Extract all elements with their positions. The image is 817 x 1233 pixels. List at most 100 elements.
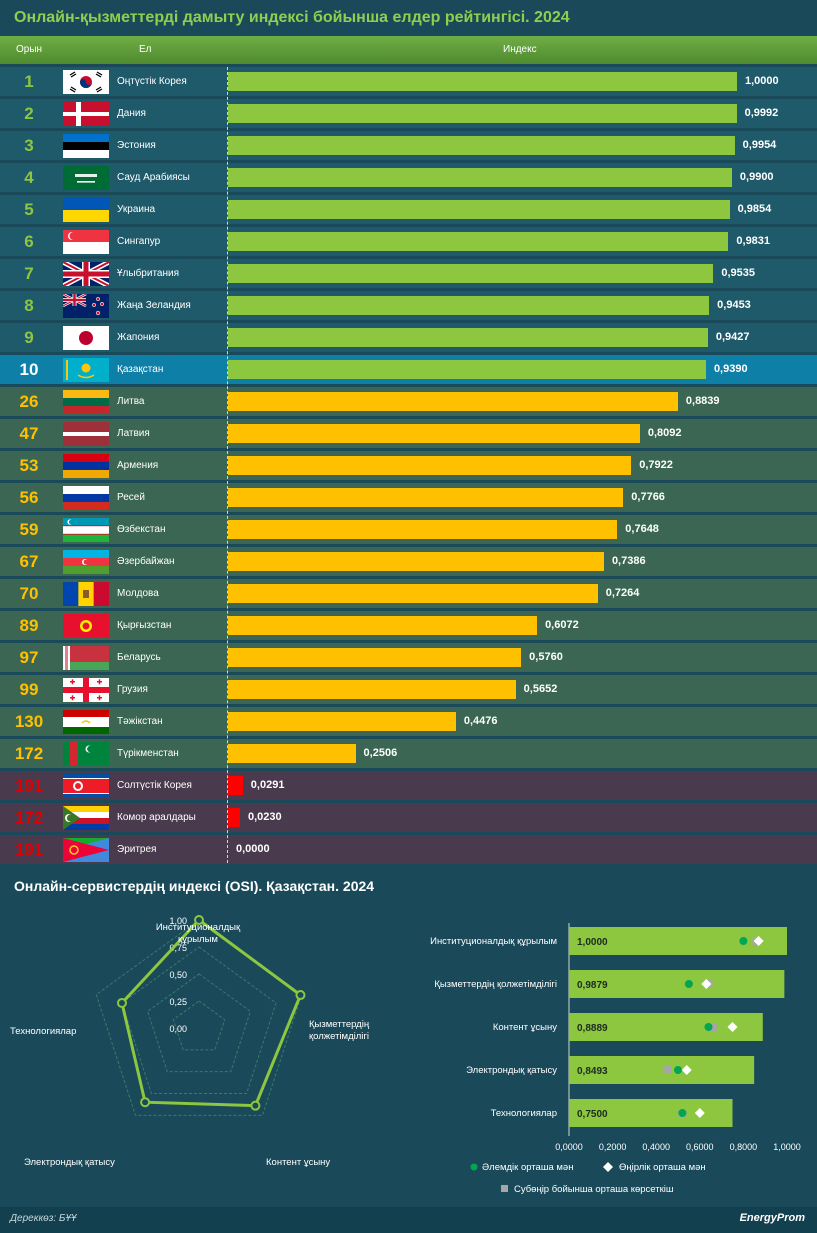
subregional-average-marker bbox=[708, 1023, 717, 1031]
index-bar bbox=[228, 808, 240, 827]
flag-ee-icon bbox=[63, 134, 109, 158]
index-bar bbox=[228, 712, 456, 731]
flag-tm-icon bbox=[63, 742, 109, 766]
radar-point bbox=[250, 1100, 261, 1111]
legend-world-marker bbox=[470, 1163, 478, 1171]
ranking-row: 8 Жаңа Зеландия 0,9453 bbox=[0, 291, 817, 320]
flag-ru-icon bbox=[63, 486, 109, 510]
rank-number: 1 bbox=[24, 72, 34, 91]
rank-number: 47 bbox=[19, 424, 39, 443]
subregional-average-marker bbox=[663, 1066, 672, 1074]
category-label: Институционалдық құрылым bbox=[430, 936, 557, 947]
legend-regional-marker bbox=[603, 1162, 613, 1172]
ranking-row: 4 Сауд Арабиясы 0,9900 bbox=[0, 163, 817, 192]
rank-number: 4 bbox=[24, 168, 34, 187]
index-bar bbox=[228, 488, 624, 507]
index-value-label: 0,9453 bbox=[717, 299, 751, 311]
radar-grid-ring bbox=[121, 946, 277, 1095]
ranking-row: 47 Латвия 0,8092 bbox=[0, 419, 817, 448]
source-note: Дереккөз: БҰҰ bbox=[10, 1213, 77, 1224]
rank-number: 191 bbox=[14, 840, 44, 859]
country-name: Дания bbox=[117, 108, 146, 119]
world-average-marker bbox=[739, 937, 748, 945]
index-value-label: 0,9992 bbox=[744, 107, 779, 119]
radar-axis-label-access-2: қолжетімділігі bbox=[309, 1031, 369, 1042]
index-bar bbox=[228, 72, 737, 91]
rank-number: 7 bbox=[24, 264, 34, 283]
index-value-label: 0,8092 bbox=[647, 427, 682, 439]
radar-point bbox=[140, 1097, 151, 1108]
index-value-label: 0,7264 bbox=[605, 587, 640, 599]
index-value-label: 0,9900 bbox=[739, 171, 774, 183]
rank-number: 97 bbox=[19, 648, 39, 667]
radar-tick-label: 0,25 bbox=[169, 997, 187, 1007]
index-bar bbox=[228, 648, 522, 667]
index-bar bbox=[228, 104, 737, 123]
index-value-label: 1,0000 bbox=[745, 75, 779, 87]
index-bar bbox=[228, 616, 538, 635]
ranking-row: 130 Тәжікстан 0,4476 bbox=[0, 707, 817, 736]
country-name: Қырғызстан bbox=[117, 620, 172, 631]
rank-number: 9 bbox=[24, 328, 34, 347]
legend-subregional-label: Субөңір бойынша орташа көрсеткіш bbox=[514, 1184, 673, 1195]
country-name: Грузия bbox=[117, 684, 148, 695]
index-value-label: 0,5760 bbox=[529, 651, 563, 663]
country-name: Түрікменстан bbox=[117, 748, 179, 759]
ranking-row: 53 Армения 0,7922 bbox=[0, 451, 817, 480]
index-value-label: 0,0230 bbox=[248, 811, 282, 823]
x-tick-label: 0,6000 bbox=[686, 1142, 714, 1152]
ranking-row: 70 Молдова 0,7264 bbox=[0, 579, 817, 608]
world-average-marker bbox=[674, 1066, 682, 1074]
flag-jp-icon bbox=[63, 326, 109, 350]
osi-bar bbox=[569, 1056, 755, 1084]
ranking-row: 191 Солтүстік Корея 0,0291 bbox=[0, 771, 817, 800]
flag-km-icon bbox=[63, 806, 109, 830]
flag-ua-icon bbox=[63, 198, 109, 222]
ranking-row: 26 Литва 0,8839 bbox=[0, 387, 817, 416]
radar-tick-label: 0,75 bbox=[169, 943, 187, 953]
osi-title: Онлайн-сервистердің индексі (OSI). Қазақ… bbox=[14, 878, 375, 894]
category-label: Контент ұсыну bbox=[493, 1022, 557, 1033]
index-bar bbox=[228, 168, 732, 187]
ranking-row: 172 Түрікменстан 0,2506 bbox=[0, 739, 817, 768]
legend-world-label: Әлемдік орташа мән bbox=[482, 1162, 573, 1173]
radar-axis-label-access-1: Қызметтердің bbox=[309, 1019, 370, 1030]
index-value-label: 0,0291 bbox=[250, 779, 285, 791]
osi-radar-chart: 0,00 0,25 0,50 0,75 1,00 Институционалдық құ… bbox=[10, 915, 370, 1168]
country-name: Өзбекстан bbox=[117, 524, 166, 535]
country-name: Эритрея bbox=[117, 844, 157, 855]
country-name: Солтүстік Корея bbox=[117, 780, 192, 791]
index-bar bbox=[228, 392, 678, 411]
index-value-label: 0,7386 bbox=[611, 555, 646, 567]
osi-value-label: 0,8493 bbox=[577, 1066, 608, 1077]
index-value-label: 0,2506 bbox=[363, 747, 398, 759]
category-label: Электрондық қатысу bbox=[466, 1065, 557, 1076]
table-header: Орын Ел Индекс bbox=[0, 36, 817, 64]
ranking-row: 2 Дания 0,9992 bbox=[0, 99, 817, 128]
flag-gb-icon bbox=[63, 262, 109, 286]
ranking-row: 56 Ресей 0,7766 bbox=[0, 483, 817, 512]
index-bar bbox=[228, 776, 243, 795]
ranking-row: 99 Грузия 0,5652 bbox=[0, 675, 817, 704]
country-name: Әзербайжан bbox=[117, 556, 175, 567]
regional-average-marker bbox=[694, 1108, 705, 1118]
rank-number: 5 bbox=[24, 200, 34, 219]
radar-axis-label-content: Контент ұсыну bbox=[266, 1157, 330, 1168]
rank-number: 99 bbox=[19, 680, 39, 699]
radar-tick-label: 0,50 bbox=[169, 970, 187, 980]
world-average-marker bbox=[704, 1023, 713, 1031]
rank-number: 2 bbox=[24, 104, 34, 123]
index-header: Индекс bbox=[503, 44, 537, 55]
ranking-row: 191 Эритрея 0,0000 bbox=[0, 835, 817, 864]
country-name: Беларусь bbox=[117, 652, 161, 663]
radar-axis-label-epart: Электрондық қатысу bbox=[24, 1157, 115, 1168]
ranking-row: 5 Украина 0,9854 bbox=[0, 195, 817, 224]
country-name: Литва bbox=[117, 396, 145, 407]
index-bar bbox=[228, 360, 706, 379]
radar-axis-label-inst-1: Институционалдық bbox=[156, 922, 241, 933]
rank-number: 67 bbox=[19, 552, 39, 571]
flag-kg-icon bbox=[63, 614, 109, 638]
country-name: Тәжікстан bbox=[117, 716, 163, 727]
index-bar bbox=[228, 520, 618, 539]
x-tick-label: 1,0000 bbox=[773, 1142, 801, 1152]
